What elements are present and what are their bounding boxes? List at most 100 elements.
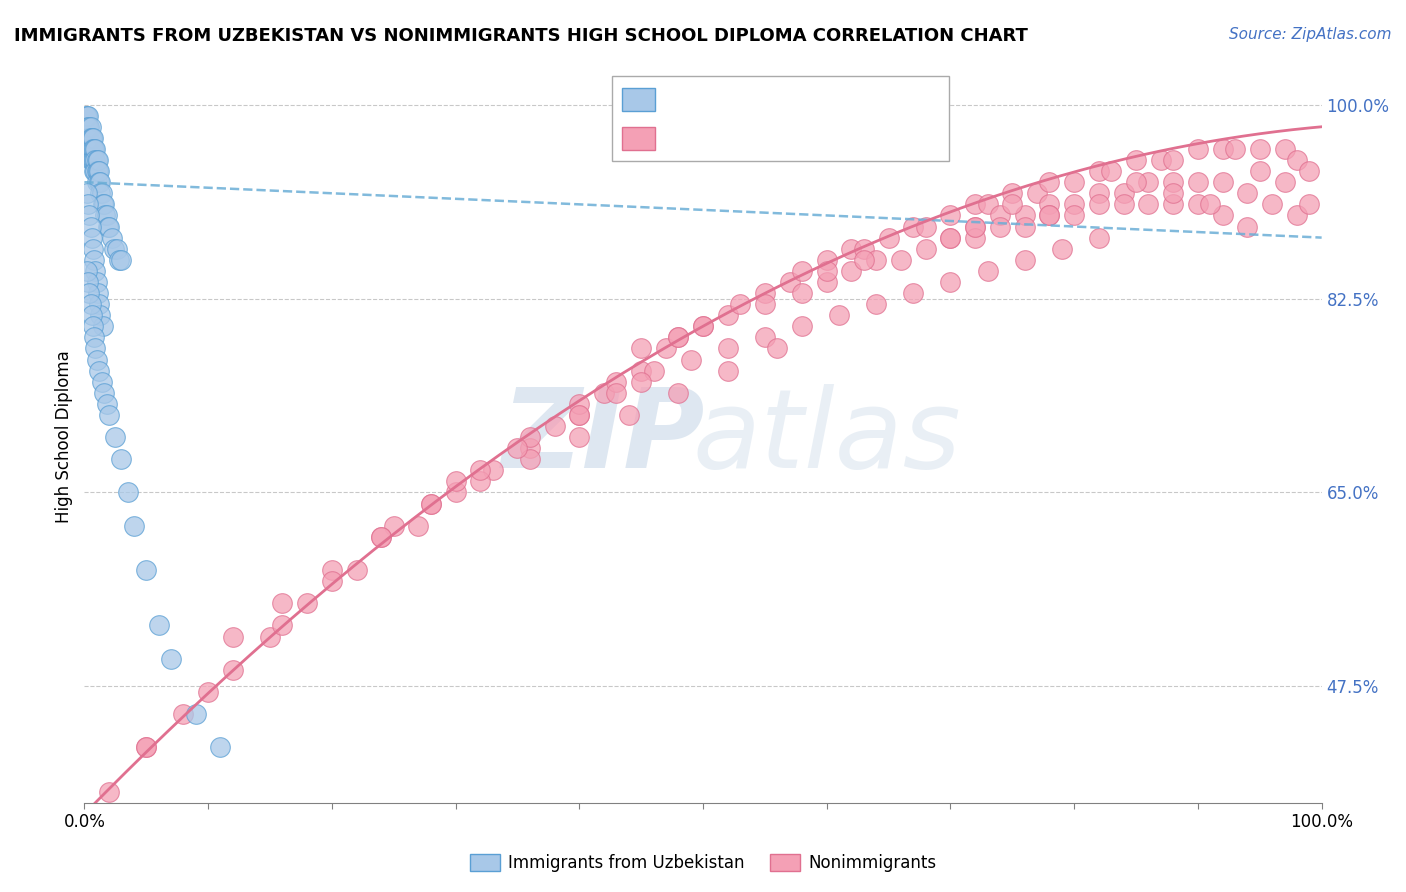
Point (370, 530, 392, 544)
Point (75, 109, 97, 123)
Point (97, 219, 120, 234)
Point (605, 385, 627, 400)
Point (117, 485, 139, 500)
Text: -0.007: -0.007 (713, 91, 772, 109)
Point (94, 209, 117, 223)
Point (717, 363, 740, 377)
Point (96, 209, 118, 223)
Point (82, 142, 104, 156)
Point (988, 219, 1011, 234)
Text: ZIP: ZIP (502, 384, 706, 491)
Point (79, 209, 101, 223)
Text: N =: N = (814, 91, 851, 109)
Point (617, 408, 640, 422)
Point (79, 120, 101, 134)
Point (939, 230, 962, 244)
Point (87, 153, 110, 167)
Point (84, 264, 107, 278)
Point (1212, 175, 1234, 189)
Text: Source: ZipAtlas.com: Source: ZipAtlas.com (1229, 27, 1392, 42)
Point (1014, 252, 1036, 267)
Point (1038, 175, 1060, 189)
Point (89, 175, 111, 189)
Point (1212, 209, 1234, 223)
Point (1223, 142, 1246, 156)
Point (83, 164, 105, 178)
Y-axis label: High School Diploma: High School Diploma (55, 351, 73, 524)
Point (1088, 230, 1111, 244)
Point (89, 363, 111, 377)
Point (209, 740, 232, 755)
Point (630, 342, 652, 356)
Point (98, 408, 121, 422)
Point (86, 164, 108, 178)
Point (77, 120, 100, 134)
Point (728, 297, 751, 311)
Point (79, 285, 101, 300)
Point (1161, 153, 1184, 167)
Point (84, 153, 107, 167)
Point (1112, 197, 1135, 211)
Point (828, 308, 851, 322)
Point (77, 131, 100, 145)
Point (89, 175, 111, 189)
Point (100, 230, 122, 244)
Point (86, 275, 108, 289)
Point (83, 330, 105, 344)
Point (82, 319, 104, 334)
Point (295, 596, 318, 610)
Point (1285, 153, 1308, 167)
Point (1099, 164, 1122, 178)
Point (122, 518, 145, 533)
Point (754, 297, 776, 311)
Point (790, 319, 813, 334)
Point (965, 219, 987, 234)
Point (679, 352, 702, 367)
Point (890, 252, 912, 267)
Point (80, 308, 103, 322)
Point (593, 385, 616, 400)
Point (1088, 186, 1111, 201)
FancyBboxPatch shape (621, 87, 655, 112)
Point (903, 219, 925, 234)
Point (939, 275, 962, 289)
Point (1001, 186, 1024, 201)
Point (76, 264, 98, 278)
Point (90, 375, 112, 389)
Point (93, 385, 115, 400)
Point (1038, 197, 1060, 211)
Point (79, 153, 101, 167)
Text: 158: 158 (865, 129, 900, 147)
Point (91, 197, 114, 211)
Point (98, 785, 121, 799)
Point (815, 264, 838, 278)
Point (470, 463, 492, 477)
Point (84, 342, 107, 356)
Point (135, 563, 157, 577)
Point (1063, 209, 1085, 223)
Point (655, 342, 678, 356)
Point (1014, 219, 1036, 234)
Point (84, 142, 107, 156)
Point (630, 375, 652, 389)
Point (790, 285, 813, 300)
Point (1125, 175, 1147, 189)
Point (790, 264, 813, 278)
Point (605, 375, 627, 389)
Point (86, 175, 108, 189)
Point (98, 219, 121, 234)
Point (80, 131, 103, 145)
Point (666, 330, 689, 344)
Point (1236, 186, 1258, 201)
Point (271, 596, 294, 610)
Point (914, 219, 936, 234)
Point (222, 630, 245, 644)
Point (939, 230, 962, 244)
Point (135, 740, 157, 755)
Point (184, 707, 207, 722)
Point (89, 186, 111, 201)
Point (370, 530, 392, 544)
Point (568, 430, 591, 444)
Point (321, 574, 343, 589)
Point (77, 197, 100, 211)
